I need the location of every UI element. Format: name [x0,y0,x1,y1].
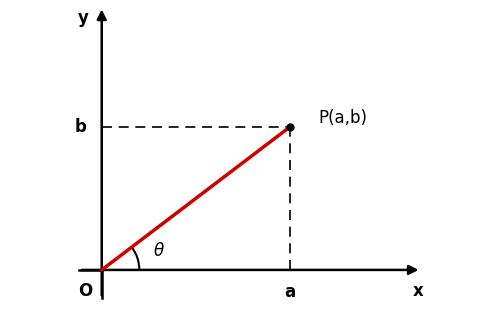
Text: x: x [412,282,423,300]
Text: a: a [284,283,295,301]
Text: y: y [77,9,88,27]
Text: θ: θ [154,242,164,260]
Text: O: O [78,282,92,300]
Text: P(a,b): P(a,b) [318,109,367,127]
Text: b: b [75,118,87,136]
